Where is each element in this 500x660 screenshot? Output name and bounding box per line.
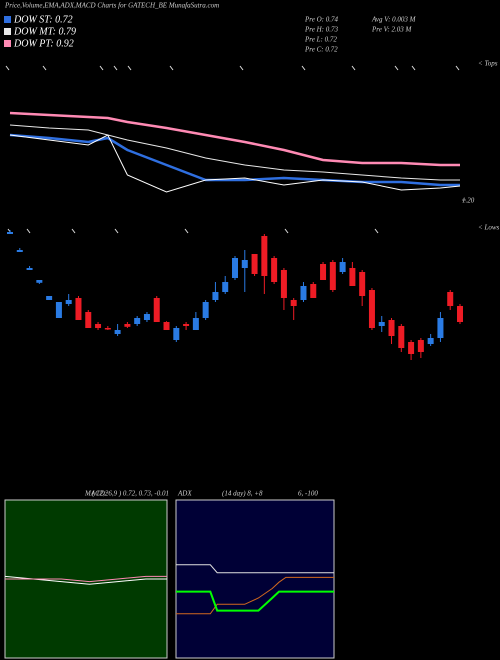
panel-annotation: < Tops bbox=[478, 60, 498, 68]
candle-body bbox=[408, 342, 415, 354]
candle-body bbox=[300, 286, 307, 300]
series-line bbox=[176, 564, 334, 574]
panel-subtitle: ( 12,26,9 ) 0.72, 0.73, -0.01 bbox=[92, 490, 169, 498]
candle-body bbox=[457, 306, 463, 322]
series-line bbox=[176, 576, 334, 615]
candle-body bbox=[104, 328, 111, 330]
panel-note: 6, -100 bbox=[298, 490, 318, 498]
legend-swatch bbox=[4, 40, 11, 47]
candle-body bbox=[143, 314, 150, 320]
series-line bbox=[9, 111, 460, 167]
candle-body bbox=[222, 282, 229, 292]
candle-body bbox=[251, 254, 258, 274]
series-line bbox=[5, 575, 167, 583]
candle-body bbox=[447, 292, 454, 306]
legend-label: DOW ST: 0.72 bbox=[13, 14, 73, 25]
candle-body bbox=[378, 322, 385, 326]
info-text: Pre H: 0.73 bbox=[304, 26, 338, 34]
candle-body bbox=[398, 326, 405, 348]
info-text: Pre L: 0.72 bbox=[304, 36, 337, 44]
panel-background bbox=[175, 499, 335, 659]
candle-body bbox=[368, 290, 375, 328]
candle-body bbox=[290, 300, 297, 306]
candle-body bbox=[163, 322, 170, 330]
candle-body bbox=[95, 324, 102, 328]
panel-subtitle: (14 day) 8, +8 bbox=[222, 490, 263, 498]
candle-body bbox=[241, 260, 248, 268]
candle-body bbox=[183, 324, 190, 326]
info-text: Pre O: 0.74 bbox=[304, 16, 338, 24]
candle-body bbox=[134, 318, 141, 324]
candle-body bbox=[388, 320, 395, 336]
candle-body bbox=[427, 338, 434, 344]
candle-body bbox=[271, 258, 278, 282]
panel-title: ADX bbox=[177, 490, 192, 498]
page-title: Price,Volume,EMA,ADX,MACD Charts for GAT… bbox=[4, 2, 219, 10]
candle-body bbox=[16, 250, 23, 252]
legend-label: DOW PT: 0.92 bbox=[13, 38, 74, 49]
candle-body bbox=[320, 264, 327, 280]
candle-body bbox=[202, 302, 209, 318]
candle-body bbox=[261, 236, 268, 276]
candle-body bbox=[55, 302, 62, 318]
candle-body bbox=[232, 258, 238, 278]
candle-body bbox=[192, 318, 199, 330]
candle-body bbox=[349, 268, 356, 286]
candle-body bbox=[339, 262, 346, 272]
candle-body bbox=[46, 296, 53, 300]
series-line bbox=[9, 134, 461, 193]
series-line bbox=[9, 133, 460, 187]
candle-body bbox=[7, 232, 13, 234]
candle-body bbox=[173, 328, 180, 340]
panel-annotation: < Lows bbox=[478, 224, 500, 232]
info-text: Pre C: 0.72 bbox=[304, 46, 338, 54]
legend-swatch bbox=[4, 16, 11, 23]
candle-body bbox=[85, 312, 92, 328]
series-line bbox=[176, 590, 334, 612]
candle-body bbox=[437, 318, 444, 338]
series-line bbox=[9, 124, 460, 181]
info-text: Pre V: 2.03 M bbox=[371, 26, 412, 34]
candle-body bbox=[212, 292, 219, 300]
candle-body bbox=[310, 284, 317, 298]
y-tick-label: 1.20 bbox=[462, 197, 475, 205]
legend-label: DOW MT: 0.79 bbox=[13, 26, 76, 37]
candle-body bbox=[124, 324, 131, 327]
candle-body bbox=[65, 300, 72, 304]
panel-title: MACD: bbox=[84, 490, 107, 498]
candle-body bbox=[359, 272, 366, 296]
top-markers bbox=[5, 65, 460, 234]
candle-body bbox=[417, 340, 424, 352]
candle-body bbox=[26, 268, 33, 270]
legend-swatch bbox=[4, 28, 11, 35]
info-text: Avg V: 0.003 M bbox=[371, 16, 417, 24]
candle-body bbox=[280, 270, 287, 298]
candle-body bbox=[75, 298, 82, 320]
candle-body bbox=[153, 298, 160, 322]
candle-body bbox=[36, 280, 43, 283]
candle-body bbox=[114, 330, 121, 334]
candle-body bbox=[329, 262, 336, 290]
